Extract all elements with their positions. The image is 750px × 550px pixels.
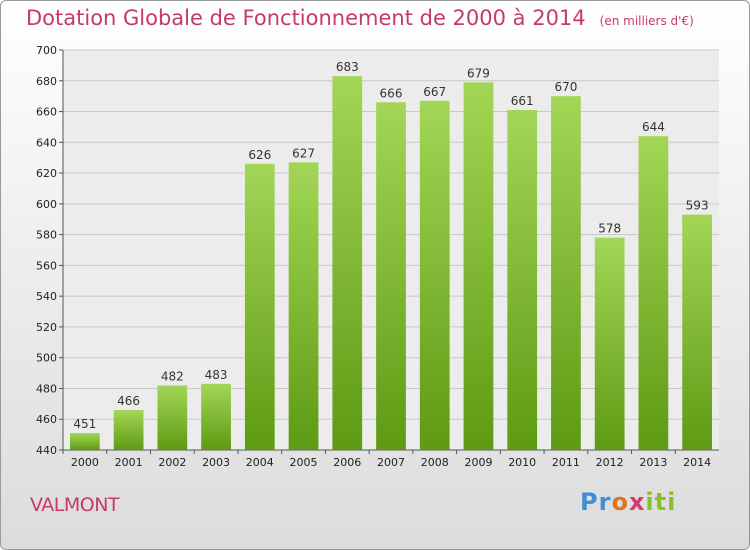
y-tick-label: 460 — [36, 413, 57, 426]
labels: 451 2000 466 2001 482 2002 483 2003 626 2004 627 20… — [71, 60, 711, 469]
x-tick-label-2008: 2008 — [421, 456, 449, 469]
data-label-2005: 627 — [292, 146, 315, 160]
data-label-2014: 593 — [686, 199, 709, 213]
x-tick-label-2011: 2011 — [552, 456, 580, 469]
bar-2014 — [682, 214, 713, 450]
y-tick-label: 500 — [36, 352, 57, 365]
x-tick-label-2001: 2001 — [115, 456, 143, 469]
bar-2013 — [638, 136, 669, 450]
x-tick-label-2013: 2013 — [639, 456, 667, 469]
bar-2008 — [419, 100, 450, 451]
data-label-2000: 451 — [73, 417, 96, 431]
data-label-2011: 670 — [554, 80, 577, 94]
y-tick-label: 580 — [36, 229, 57, 242]
bar-2010 — [507, 110, 538, 450]
data-label-2009: 679 — [467, 66, 490, 80]
y-tick-label: 700 — [36, 44, 57, 57]
x-tick-label-2006: 2006 — [333, 456, 361, 469]
x-tick-label-2004: 2004 — [246, 456, 274, 469]
chart-title: Dotation Globale de Fonctionnement de 20… — [26, 6, 694, 30]
proxiti-logo: Proxiti — [580, 488, 677, 516]
bar-2011 — [551, 96, 581, 451]
x-tick-label-2007: 2007 — [377, 456, 405, 469]
x-tick-label-2012: 2012 — [596, 456, 624, 469]
bar-2000 — [69, 433, 100, 450]
y-tick-label: 600 — [36, 198, 57, 211]
x-tick-label-2010: 2010 — [508, 456, 536, 469]
chart-title-main: Dotation Globale de Fonctionnement de 20… — [26, 6, 586, 30]
x-tick-label-2014: 2014 — [683, 456, 711, 469]
chart-title-unit: (en milliers d'€) — [599, 14, 694, 28]
y-tick-label: 640 — [36, 136, 57, 149]
bar-2003 — [201, 383, 231, 450]
data-label-2001: 466 — [117, 394, 140, 408]
data-label-2010: 661 — [511, 94, 534, 108]
data-label-2007: 666 — [380, 86, 403, 100]
data-label-2003: 483 — [205, 368, 228, 382]
data-label-2012: 578 — [598, 222, 621, 236]
commune-name: VALMONT — [30, 494, 120, 516]
bar-2001 — [113, 410, 144, 450]
y-tick-label: 520 — [36, 321, 57, 334]
bar-2007 — [376, 102, 406, 451]
x-tick-label-2000: 2000 — [71, 456, 99, 469]
y-tick-label: 540 — [36, 290, 57, 303]
bar-2005 — [288, 162, 319, 451]
x-tick-label-2003: 2003 — [202, 456, 230, 469]
x-tick-label-2005: 2005 — [290, 456, 318, 469]
y-tick-label: 440 — [36, 444, 57, 457]
data-label-2004: 626 — [248, 148, 271, 162]
x-tick-label-2002: 2002 — [158, 456, 186, 469]
bar-2002 — [157, 385, 188, 450]
bars — [69, 76, 713, 451]
y-tick-label: 660 — [36, 106, 57, 119]
y-tick-label: 620 — [36, 167, 57, 180]
bar-2004 — [244, 163, 275, 450]
y-tick-label: 680 — [36, 75, 57, 88]
data-label-2006: 683 — [336, 60, 359, 74]
y-tick-label: 560 — [36, 259, 57, 272]
bar-2009 — [463, 82, 494, 451]
data-label-2002: 482 — [161, 369, 184, 383]
data-label-2008: 667 — [423, 85, 446, 99]
bar-2006 — [332, 76, 363, 451]
bar-2012 — [594, 237, 625, 450]
data-label-2013: 644 — [642, 120, 665, 134]
x-tick-label-2009: 2009 — [464, 456, 492, 469]
y-tick-label: 480 — [36, 382, 57, 395]
